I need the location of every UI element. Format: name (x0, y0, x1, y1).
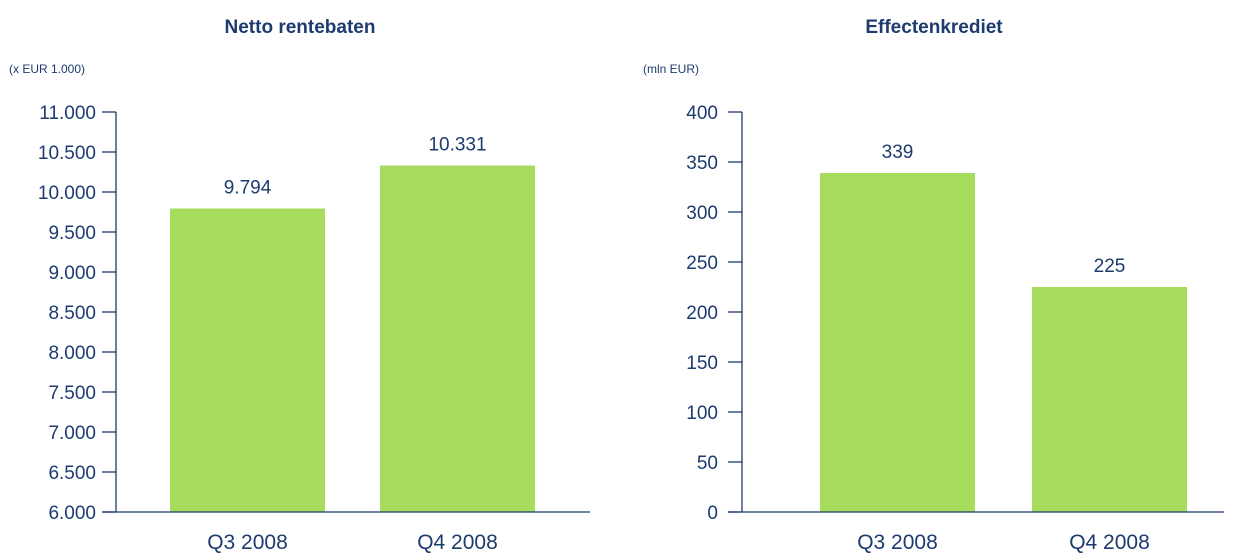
y-tick-label: 8.000 (48, 343, 96, 364)
value-labels: 339 225 (882, 142, 1126, 277)
chart-netto-rentebaten-svg: Netto rentebaten (x EUR 1.000) 6.000 6.50… (9, 17, 590, 554)
y-tick-label: 50 (697, 453, 718, 474)
data-label: 9.794 (224, 177, 272, 198)
y-tick-label: 0 (707, 503, 718, 524)
bar-q3-2008 (170, 208, 325, 513)
y-tick-label: 6.500 (48, 463, 96, 484)
chart-title: Netto rentebaten (225, 17, 376, 38)
bar-q4-2008 (1032, 287, 1187, 512)
category-label: Q4 2008 (1069, 531, 1150, 554)
bars (170, 165, 535, 513)
chart-netto-rentebaten: Netto rentebaten (x EUR 1.000) 6.000 6.50… (0, 0, 600, 556)
y-tick-label: 400 (686, 103, 718, 124)
data-label: 339 (882, 142, 914, 163)
y-axis-ticks: 0 50 100 150 200 250 300 350 400 (686, 103, 742, 524)
y-tick-label: 11.000 (39, 103, 96, 124)
y-tick-label: 350 (686, 153, 718, 174)
y-tick-label: 200 (686, 303, 718, 324)
y-tick-label: 10.000 (38, 183, 96, 204)
category-labels: Q3 2008 Q4 2008 (857, 531, 1150, 554)
y-tick-label: 6.000 (48, 503, 96, 524)
y-tick-label: 7.500 (48, 383, 96, 404)
bar-q3-2008 (820, 173, 975, 512)
y-tick-label: 10.500 (38, 143, 96, 164)
bar-q4-2008 (380, 165, 535, 512)
value-labels: 9.794 10.331 (224, 135, 487, 199)
chart-effectenkrediet: Effectenkrediet (mln EUR) 0 50 100 150 200 25… (634, 0, 1234, 556)
y-tick-label: 9.000 (48, 263, 96, 284)
category-label: Q4 2008 (417, 531, 498, 554)
category-label: Q3 2008 (207, 531, 288, 554)
unit-label: (mln EUR) (643, 62, 699, 76)
unit-label: (x EUR 1.000) (9, 62, 85, 76)
chart-effectenkrediet-svg: Effectenkrediet (mln EUR) 0 50 100 150 200 25… (643, 17, 1224, 554)
category-labels: Q3 2008 Q4 2008 (207, 531, 498, 554)
y-tick-label: 7.000 (48, 423, 96, 444)
y-tick-label: 100 (686, 403, 718, 424)
y-axis-ticks: 6.000 6.500 7.000 7.500 8.000 8.500 9.000 9.500… (38, 103, 116, 524)
y-tick-label: 9.500 (48, 223, 96, 244)
y-tick-label: 300 (686, 203, 718, 224)
y-tick-label: 250 (686, 253, 718, 274)
category-label: Q3 2008 (857, 531, 938, 554)
chart-title: Effectenkrediet (865, 17, 1003, 38)
y-tick-label: 8.500 (48, 303, 96, 324)
bars (820, 173, 1187, 512)
y-tick-label: 150 (686, 353, 718, 374)
data-label: 10.331 (428, 135, 486, 156)
data-label: 225 (1094, 256, 1126, 277)
